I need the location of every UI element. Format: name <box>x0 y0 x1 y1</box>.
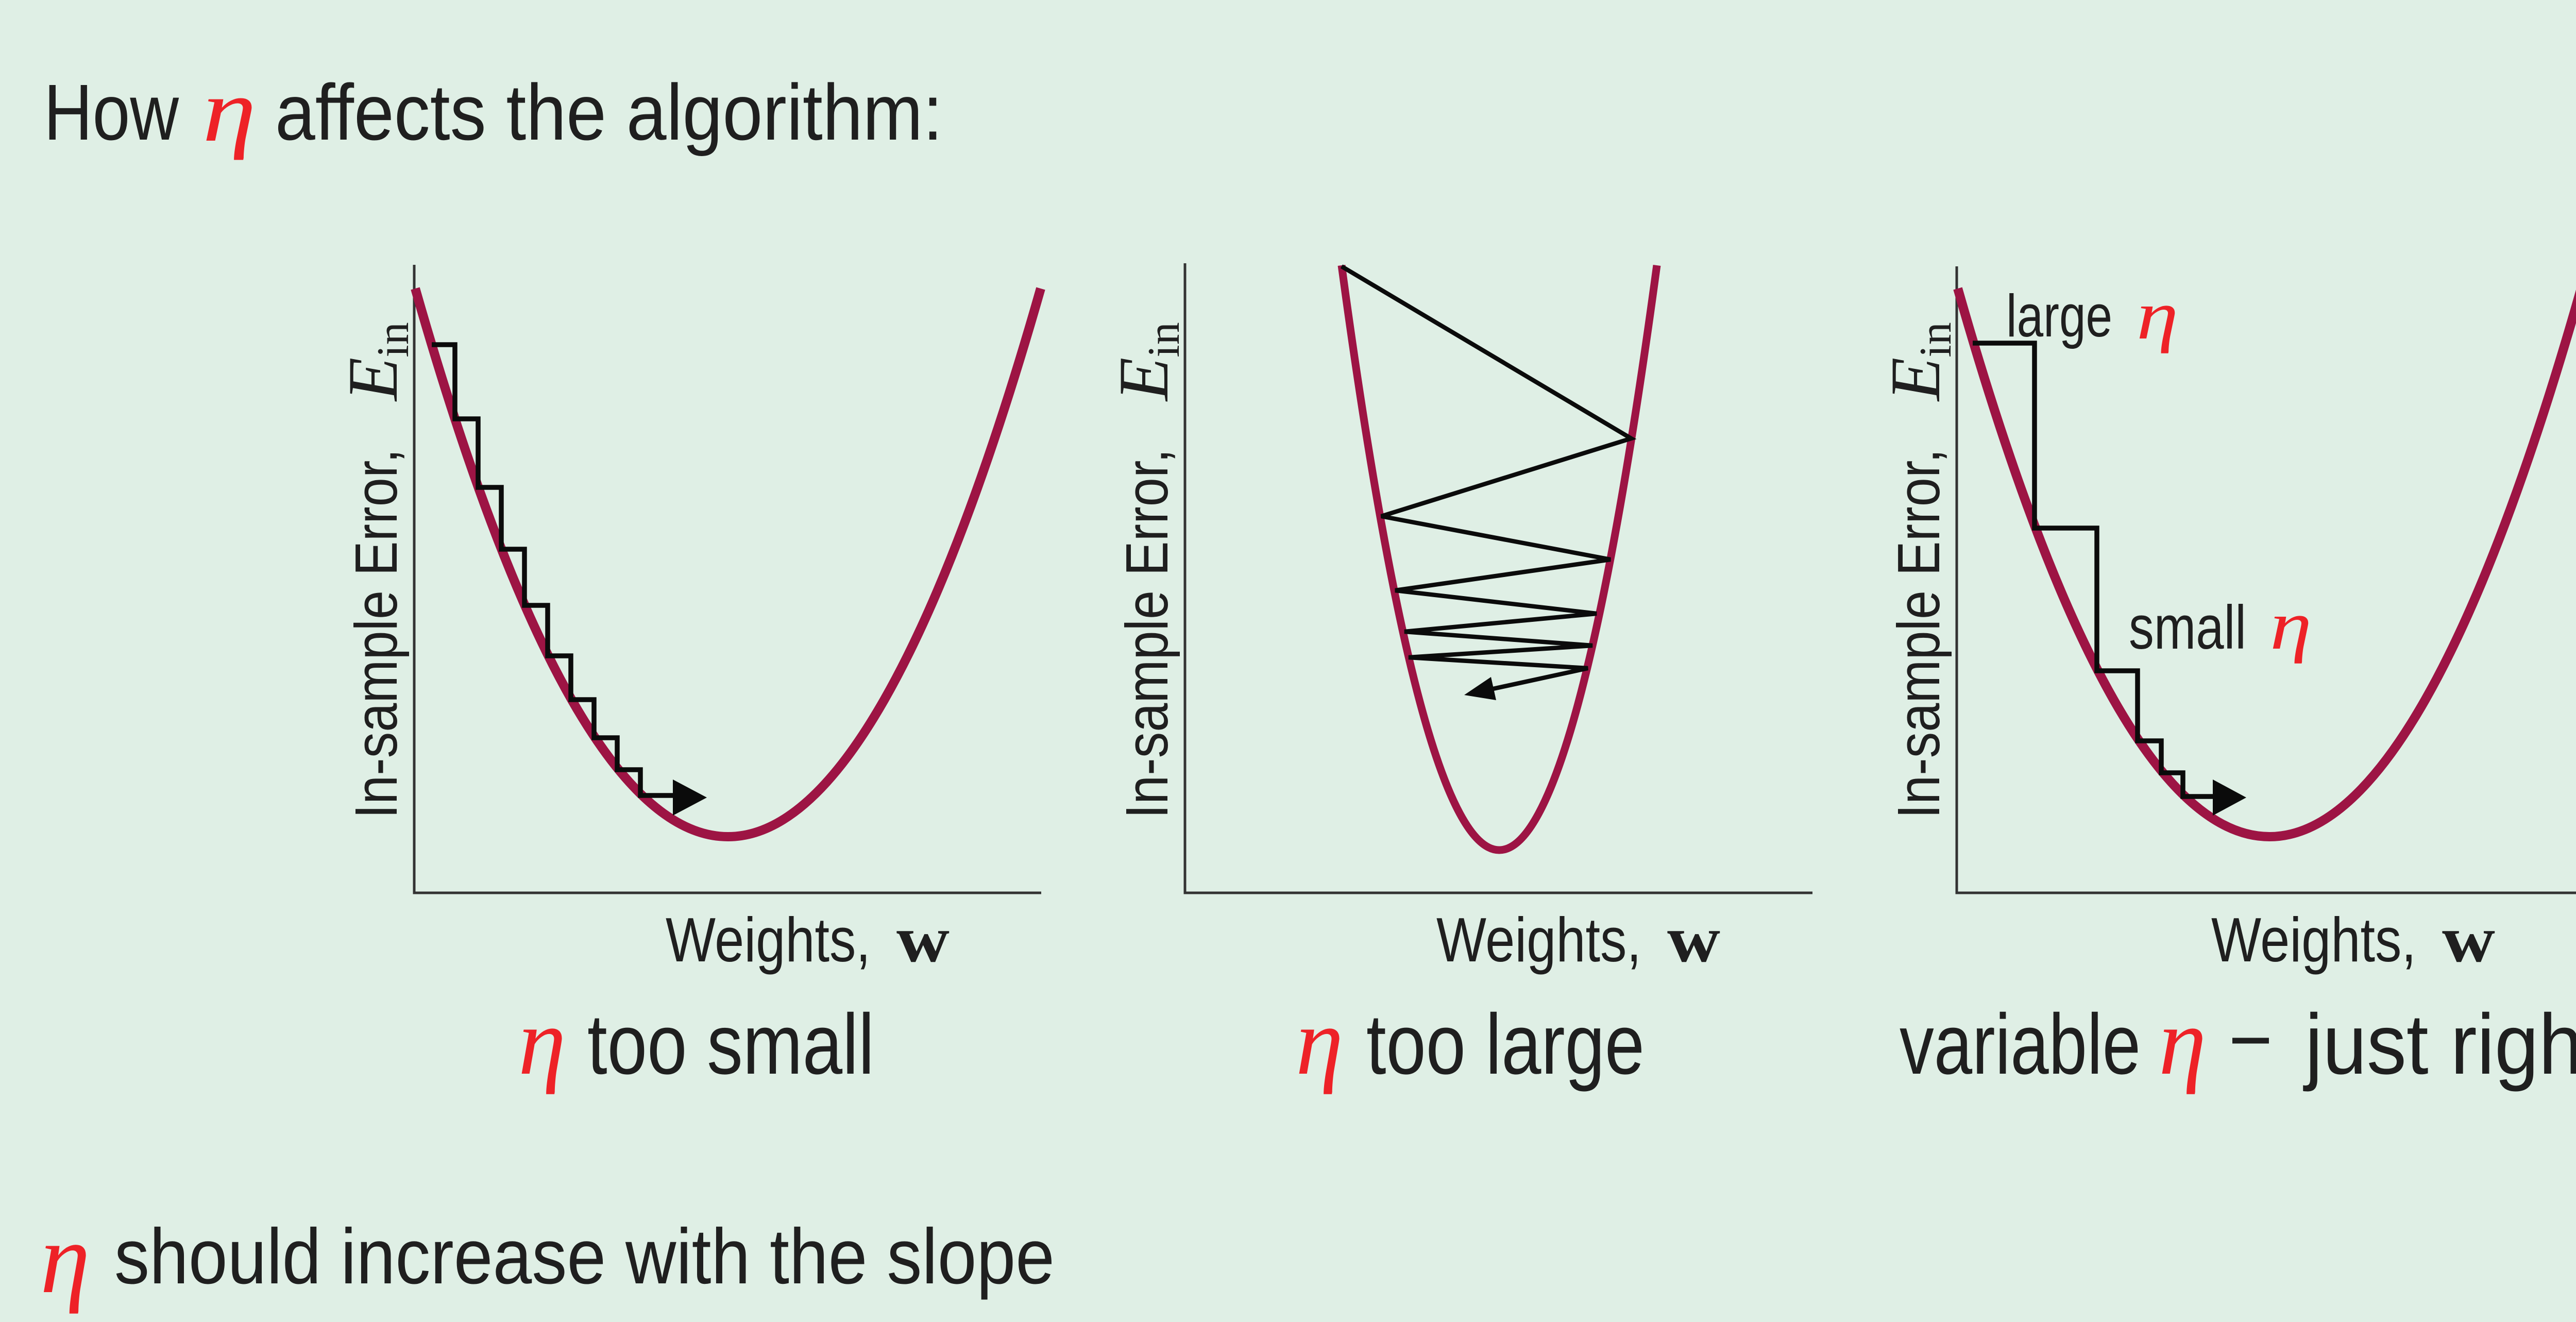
svg-text:large: large <box>2006 282 2112 349</box>
svg-text:Ein: Ein <box>1104 322 1189 402</box>
svg-text:w: w <box>1667 903 1720 976</box>
svg-text:w: w <box>2442 903 2495 976</box>
svg-text:variable: variable <box>1900 997 2141 1092</box>
svg-text:w: w <box>896 903 950 976</box>
svg-text:η: η <box>518 989 566 1095</box>
svg-text:should increase with the slope: should increase with the slope <box>114 1213 1055 1300</box>
svg-text:Weights,: Weights, <box>1436 905 1641 975</box>
svg-text:η: η <box>2137 277 2178 354</box>
svg-text:In-sample Error,: In-sample Error, <box>1885 449 1952 819</box>
svg-text:too large: too large <box>1366 997 1645 1092</box>
svg-text:Ein: Ein <box>1876 322 1961 402</box>
svg-text:Weights,: Weights, <box>666 905 871 975</box>
svg-text:Ein: Ein <box>333 322 418 402</box>
svg-text:η: η <box>1296 989 1343 1095</box>
svg-text:–: – <box>2232 986 2269 1081</box>
svg-text:small: small <box>2129 593 2246 662</box>
svg-text:just right: just right <box>2302 997 2576 1092</box>
svg-text:η: η <box>202 60 256 160</box>
svg-text:too small: too small <box>587 997 874 1092</box>
svg-text:How: How <box>44 68 179 157</box>
svg-text:η: η <box>2270 587 2312 664</box>
svg-text:In-sample Error,: In-sample Error, <box>1113 449 1180 819</box>
svg-text:Weights,: Weights, <box>2211 905 2416 975</box>
svg-text:affects the algorithm:: affects the algorithm: <box>275 68 943 157</box>
svg-text:In-sample Error,: In-sample Error, <box>343 449 410 819</box>
svg-text:η: η <box>2159 989 2206 1095</box>
svg-text:η: η <box>40 1203 90 1314</box>
